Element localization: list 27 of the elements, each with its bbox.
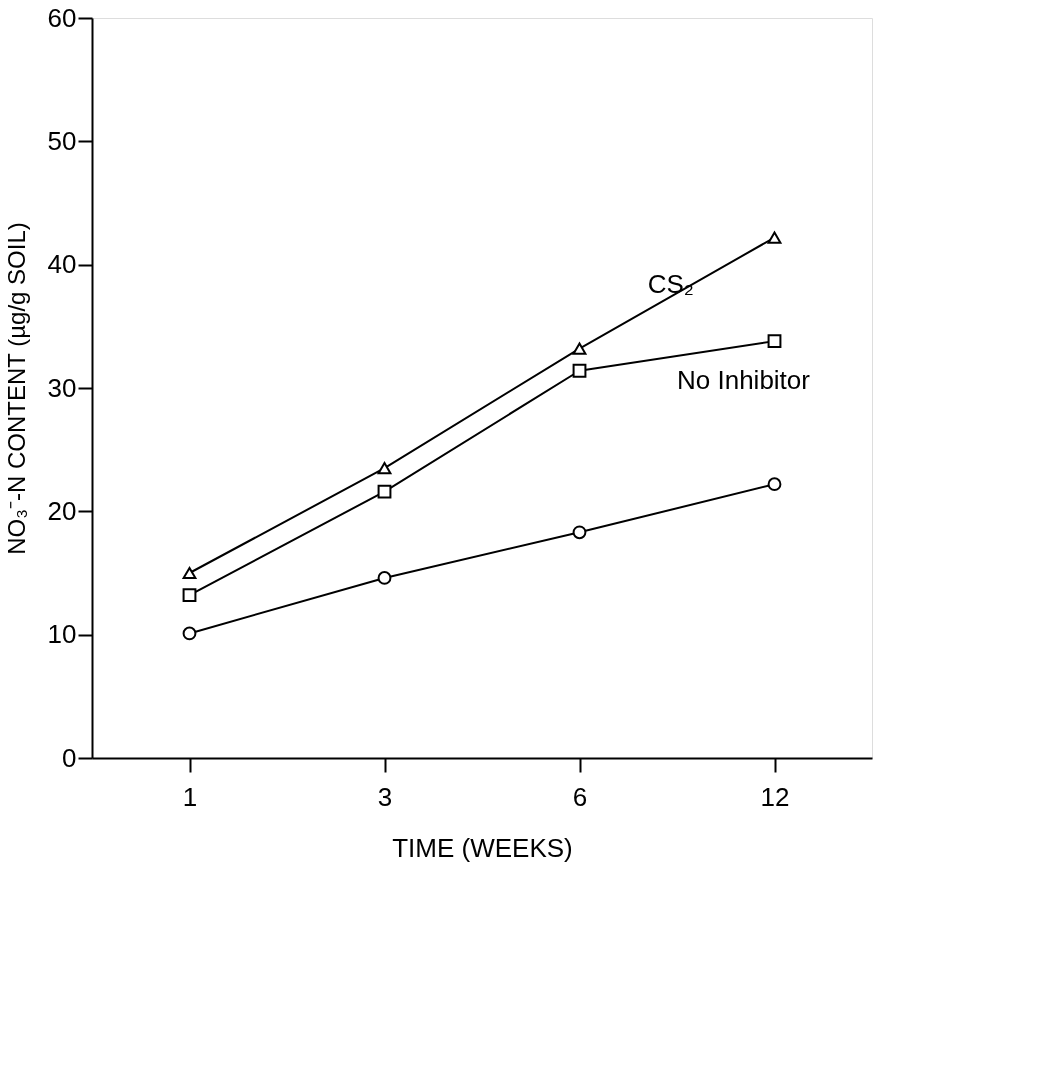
- point: [377, 462, 392, 475]
- series-label: CS₂: [647, 268, 694, 299]
- y-tick-label: 40: [47, 249, 77, 280]
- point: [572, 525, 587, 540]
- x-tick-label: 1: [182, 781, 198, 812]
- y-tick-label: 60: [47, 2, 77, 33]
- y-tick-label: 50: [47, 125, 77, 156]
- x-tick-label: 3: [377, 781, 393, 812]
- point: [377, 484, 392, 499]
- point: [572, 342, 587, 355]
- point: [377, 571, 392, 585]
- y-tick-label: 10: [47, 619, 77, 650]
- point: [182, 566, 197, 580]
- point: [572, 363, 587, 378]
- y-axis-title: NO₃⁻-N CONTENT (µg/g SOIL): [2, 222, 30, 555]
- series-label: No Inhibitor: [677, 364, 811, 395]
- x-tick-label: 6: [572, 781, 588, 812]
- point: [767, 477, 782, 492]
- point: [767, 334, 782, 349]
- y-tick-label: 20: [47, 495, 77, 526]
- point: [182, 588, 197, 603]
- point: [767, 231, 782, 244]
- point: [182, 626, 197, 641]
- y-tick-label: 0: [62, 742, 77, 773]
- x-tick-label: 12: [760, 781, 790, 812]
- x-axis-title: TIME (WEEKS): [392, 832, 573, 863]
- y-tick-label: 30: [47, 372, 77, 403]
